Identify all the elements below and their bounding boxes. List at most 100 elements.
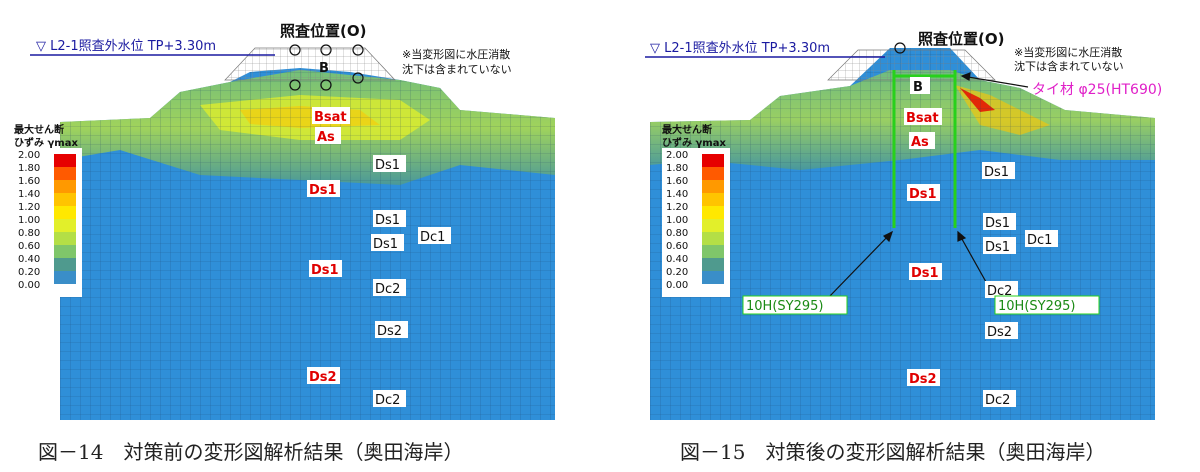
layer-ds1-b: Ds1 [373, 210, 406, 228]
legend-swatch [702, 271, 724, 284]
layer-dc1: Dc1 [1025, 230, 1058, 248]
figure-14-panel: 2.00 1.80 1.60 1.40 1.20 1.00 0.80 0.60 0.40 0.20… [14, 22, 555, 464]
figure-15-caption: 図－15 対策後の変形図解析結果（奥田海岸） [680, 440, 1106, 464]
legend-value: 0.00 [18, 280, 40, 291]
legend-value: 1.80 [18, 163, 40, 174]
layer-ds1-b: Ds1 [983, 213, 1016, 231]
layer-ds1-a: Ds1 [373, 155, 406, 173]
svg-text:As: As [317, 130, 335, 145]
water-level-label: ▽ L2-1照査外水位 TP+3.30m [36, 39, 216, 54]
legend-title-1: 最大せん断 [14, 123, 64, 136]
legend-value: 1.00 [666, 215, 688, 226]
legend-value: 2.00 [18, 150, 40, 161]
layer-dc2-a: Dc2 [985, 281, 1018, 299]
legend-swatch [54, 219, 76, 232]
layer-as-tag: As [315, 127, 341, 145]
layer-dc2-b: Dc2 [373, 390, 406, 408]
legend-swatch [54, 154, 76, 167]
check-position-marker [894, 42, 906, 54]
svg-text:As: As [911, 135, 929, 150]
legend: 2.00 1.80 1.60 1.40 1.20 1.00 0.80 0.60 0.40 0.20… [662, 148, 730, 297]
legend-swatch [702, 258, 724, 271]
layer-as-tag: As [909, 132, 935, 150]
pile-label-left: 10H(SY295) [742, 295, 848, 315]
svg-text:Ds1: Ds1 [309, 183, 337, 198]
svg-text:Ds2: Ds2 [987, 325, 1012, 340]
legend-value: 1.60 [18, 176, 40, 187]
legend: 2.00 1.80 1.60 1.40 1.20 1.00 0.80 0.60 0.40 0.20… [14, 148, 82, 297]
legend-swatch [702, 180, 724, 193]
legend-value: 2.00 [666, 150, 688, 161]
layer-ds1-c: Ds1 [371, 234, 404, 252]
legend-swatch [54, 167, 76, 180]
legend-value: 0.00 [666, 280, 688, 291]
note-line-2: 沈下は含まれていない [1014, 59, 1124, 73]
legend-value: 0.60 [18, 241, 40, 252]
layer-ds1-red: Ds1 [907, 184, 940, 202]
legend-value: 0.20 [666, 267, 688, 278]
check-position-label: 照査位置(O) [280, 22, 366, 40]
svg-text:Dc2: Dc2 [987, 284, 1012, 299]
legend-swatch [54, 180, 76, 193]
svg-text:Ds2: Ds2 [309, 370, 337, 385]
legend-swatch [54, 206, 76, 219]
check-position-label: 照査位置(O) [918, 30, 1004, 48]
legend-title-2: ひずみ γmax [662, 136, 726, 149]
layer-dc2-a: Dc2 [373, 279, 406, 297]
legend-title-2: ひずみ γmax [14, 136, 78, 149]
legend-value: 1.20 [666, 202, 688, 213]
legend-value: 1.40 [666, 189, 688, 200]
svg-text:Ds1: Ds1 [911, 266, 939, 281]
legend-value: 0.20 [18, 267, 40, 278]
legend-value: 0.40 [666, 254, 688, 265]
figure-14-caption: 図－14 対策前の変形図解析結果（奥田海岸） [38, 440, 464, 464]
tie-rod-label: タイ材 φ25(HT690) [1032, 82, 1162, 98]
legend-title-1: 最大せん断 [662, 123, 712, 136]
legend-swatch [702, 206, 724, 219]
legend-swatch [702, 154, 724, 167]
layer-ds2-red: Ds2 [907, 369, 940, 387]
svg-text:Bsat: Bsat [314, 110, 347, 125]
legend-value: 0.80 [666, 228, 688, 239]
layer-ds2-a: Ds2 [375, 321, 408, 339]
layer-ds1-red-2: Ds1 [909, 263, 942, 281]
legend-value: 1.20 [18, 202, 40, 213]
svg-text:Dc2: Dc2 [375, 393, 400, 408]
svg-text:Ds1: Ds1 [375, 158, 400, 173]
svg-text:Ds1: Ds1 [984, 165, 1009, 180]
svg-text:Ds2: Ds2 [909, 372, 937, 387]
water-level-label: ▽ L2-1照査外水位 TP+3.30m [650, 41, 830, 56]
check-position-markers [289, 44, 364, 91]
legend-value: 1.80 [666, 163, 688, 174]
svg-text:Ds1: Ds1 [985, 240, 1010, 255]
svg-text:10H(SY295): 10H(SY295) [998, 299, 1075, 314]
deformation-diagram-before: 2.00 1.80 1.60 1.40 1.20 1.00 0.80 0.60 0.40 0.20… [14, 22, 555, 420]
svg-text:Ds2: Ds2 [377, 324, 402, 339]
legend-swatch [702, 232, 724, 245]
layer-ds1-red-1: Ds1 [307, 180, 340, 198]
legend-value: 0.40 [18, 254, 40, 265]
deformation-diagram-after: 2.00 1.80 1.60 1.40 1.20 1.00 0.80 0.60 0.40 0.20… [645, 30, 1162, 420]
layer-ds2-red: Ds2 [307, 367, 340, 385]
svg-text:Dc1: Dc1 [1027, 233, 1052, 248]
steel-sheet-piles [892, 70, 957, 228]
svg-text:Dc2: Dc2 [375, 282, 400, 297]
embankment-grid [224, 47, 396, 81]
figure-15-panel: 2.00 1.80 1.60 1.40 1.20 1.00 0.80 0.60 0.40 0.20… [600, 0, 1200, 472]
svg-text:Dc2: Dc2 [985, 393, 1010, 408]
svg-text:Bsat: Bsat [906, 111, 939, 126]
svg-text:Ds1: Ds1 [909, 187, 937, 202]
legend-value: 1.00 [18, 215, 40, 226]
layer-dc1: Dc1 [418, 227, 451, 245]
svg-text:10H(SY295): 10H(SY295) [746, 299, 823, 314]
legend-swatch [54, 193, 76, 206]
svg-text:B: B [913, 80, 923, 95]
layer-ds1-a: Ds1 [982, 162, 1015, 180]
svg-text:Dc1: Dc1 [420, 230, 445, 245]
pile-label-right: 10H(SY295) [994, 295, 1100, 315]
note-line-2: 沈下は含まれていない [402, 62, 512, 76]
note-line-1: ※当変形図に水圧消散 [402, 47, 510, 61]
legend-swatch [702, 193, 724, 206]
layer-ds1-c: Ds1 [983, 237, 1016, 255]
layer-dc2-b: Dc2 [983, 390, 1016, 408]
